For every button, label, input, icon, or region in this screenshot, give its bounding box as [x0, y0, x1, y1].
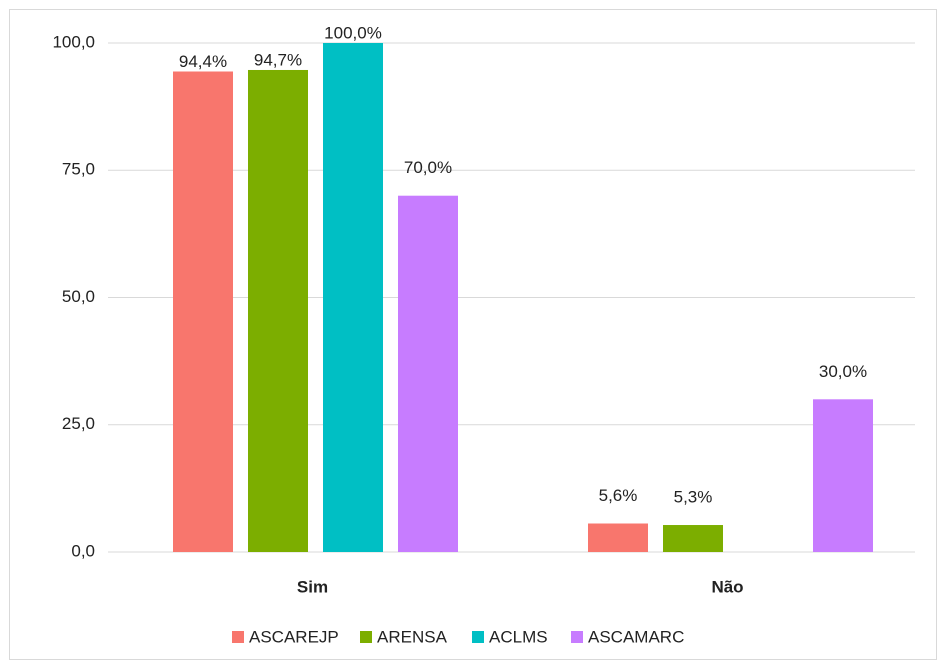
- bar: [248, 69, 308, 553]
- chart-border: [9, 9, 937, 660]
- x-tick-label: Sim: [297, 577, 328, 596]
- legend-swatch: [571, 631, 583, 643]
- data-label: 5,6%: [599, 486, 638, 505]
- data-label: 94,4%: [179, 52, 227, 71]
- y-tick-label: 75,0: [62, 160, 95, 179]
- data-label: 100,0%: [324, 23, 382, 42]
- bar: [173, 71, 233, 552]
- legend-label: ACLMS: [489, 627, 548, 646]
- bar: [663, 525, 723, 552]
- data-label: 94,7%: [254, 50, 302, 69]
- legend-swatch: [360, 631, 372, 643]
- legend-swatch: [472, 631, 484, 643]
- bar: [323, 43, 383, 552]
- legend-label: ARENSA: [377, 627, 448, 646]
- data-label: 70,0%: [404, 158, 452, 177]
- bar: [398, 195, 458, 552]
- y-tick-label: 50,0: [62, 287, 95, 306]
- legend-swatch: [232, 631, 244, 643]
- y-tick-label: 100,0: [52, 32, 95, 51]
- bar: [588, 523, 648, 552]
- bar: [813, 399, 873, 552]
- data-label: 30,0%: [819, 362, 867, 381]
- legend-label: ASCAREJP: [249, 627, 339, 646]
- x-tick-label: Não: [711, 577, 743, 596]
- y-tick-label: 25,0: [62, 414, 95, 433]
- data-label: 5,3%: [674, 488, 713, 507]
- legend-label: ASCAMARC: [588, 627, 684, 646]
- y-tick-label: 0,0: [71, 541, 95, 560]
